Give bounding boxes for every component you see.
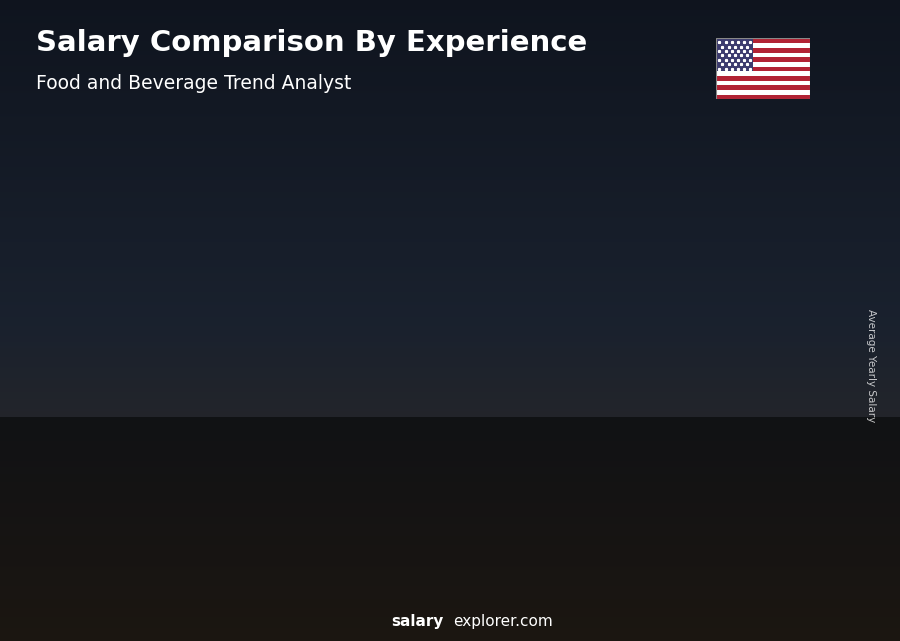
Text: +30%: +30% [288, 243, 346, 261]
Text: 10 to 15: 10 to 15 [467, 589, 536, 604]
Polygon shape [85, 417, 166, 420]
Polygon shape [85, 420, 150, 570]
Text: 15 to 20: 15 to 20 [592, 589, 661, 604]
Text: 85,100 USD: 85,100 USD [458, 230, 536, 243]
Text: 97,800 USD: 97,800 USD [709, 181, 788, 195]
Bar [716, 57, 810, 62]
Text: +9%: +9% [545, 157, 591, 175]
Bar [716, 81, 810, 85]
Polygon shape [0, 417, 900, 641]
Bar [716, 71, 810, 76]
Polygon shape [652, 217, 669, 570]
Text: 54,100 USD: 54,100 USD [207, 348, 285, 361]
Polygon shape [462, 247, 544, 253]
Bar [716, 38, 810, 43]
Text: explorer.com: explorer.com [453, 615, 553, 629]
Text: +5%: +5% [671, 138, 717, 156]
Polygon shape [778, 198, 795, 570]
Bar [716, 38, 753, 71]
Text: 20+ Years: 20+ Years [711, 589, 794, 604]
Bar [716, 90, 810, 95]
Polygon shape [336, 303, 418, 308]
Polygon shape [588, 217, 669, 223]
Bar [716, 76, 810, 81]
Polygon shape [713, 198, 795, 205]
Bar [716, 62, 810, 67]
Bar [716, 48, 810, 53]
Polygon shape [336, 308, 401, 570]
Polygon shape [462, 253, 527, 570]
Polygon shape [150, 417, 166, 570]
Text: 93,000 USD: 93,000 USD [583, 200, 662, 213]
Text: 40,300 USD: 40,300 USD [81, 401, 159, 413]
Text: < 2 Years: < 2 Years [86, 589, 163, 604]
Bar [716, 43, 810, 48]
Polygon shape [276, 365, 292, 570]
Text: +34%: +34% [163, 305, 220, 323]
Bar [716, 95, 810, 99]
Text: 70,300 USD: 70,300 USD [332, 287, 411, 299]
Text: +21%: +21% [414, 187, 472, 205]
Polygon shape [401, 303, 418, 570]
Polygon shape [588, 223, 652, 570]
Text: Average Yearly Salary: Average Yearly Salary [866, 309, 877, 422]
Text: Salary Comparison By Experience: Salary Comparison By Experience [36, 29, 587, 57]
Bar [716, 67, 810, 71]
Text: salary: salary [392, 615, 444, 629]
Text: 2 to 5: 2 to 5 [226, 589, 274, 604]
Bar [716, 53, 810, 57]
Bar [716, 85, 810, 90]
Polygon shape [527, 247, 544, 570]
Text: Food and Beverage Trend Analyst: Food and Beverage Trend Analyst [36, 74, 351, 93]
Polygon shape [713, 205, 778, 570]
Polygon shape [211, 365, 292, 368]
Text: 5 to 10: 5 to 10 [346, 589, 404, 604]
Polygon shape [211, 368, 276, 570]
